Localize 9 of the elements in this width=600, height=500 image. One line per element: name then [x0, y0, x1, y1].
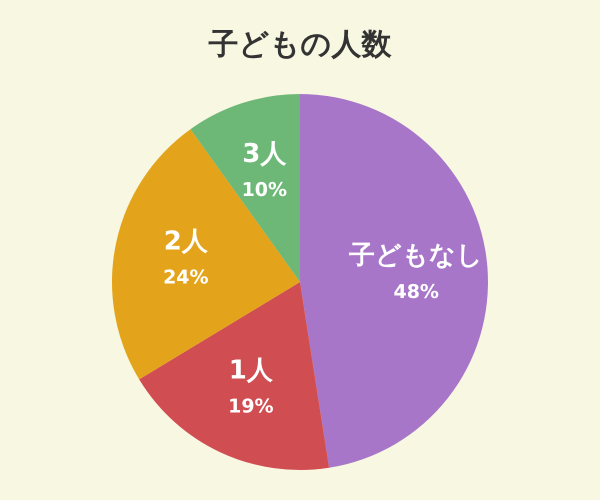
slice-label: 3人 [242, 138, 288, 169]
data-label: 48% [393, 280, 439, 303]
slice-label: 2人 [164, 226, 209, 256]
slice-label: 1人 [228, 355, 274, 386]
slice-label: 子どもなし [348, 240, 484, 271]
data-label: 10% [242, 178, 288, 201]
chart-title: 子どもの人数 [208, 26, 392, 62]
data-label: 19% [228, 396, 274, 418]
data-label: 24% [163, 266, 209, 289]
